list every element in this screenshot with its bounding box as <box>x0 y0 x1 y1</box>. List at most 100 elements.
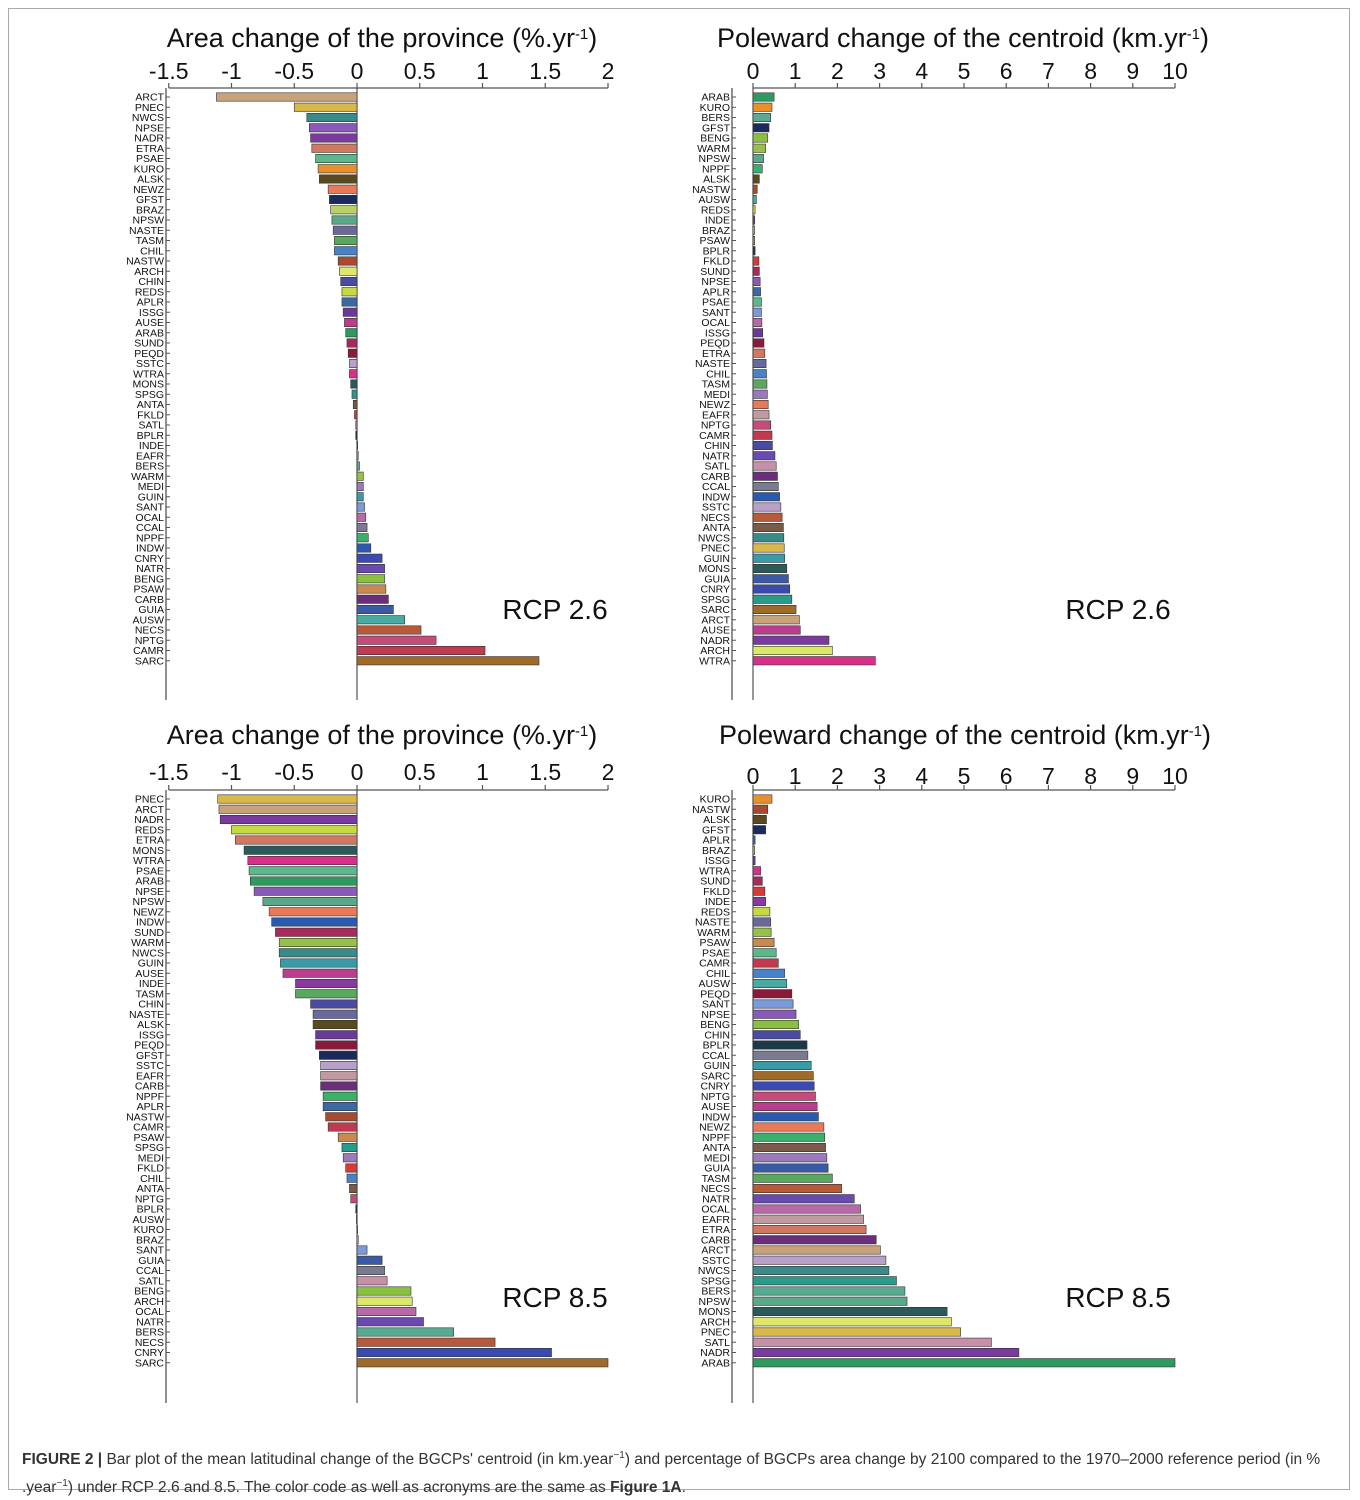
bar-warm <box>752 927 772 937</box>
bar-medi <box>752 1153 828 1163</box>
bar-braz <box>356 1235 359 1245</box>
bar-mons <box>752 1307 948 1317</box>
bar-guia <box>356 604 394 614</box>
bar-newz <box>327 184 358 194</box>
bar-satl <box>356 1276 388 1286</box>
category-label: PNEC <box>135 102 165 114</box>
bar-arab <box>752 92 775 102</box>
category-label: CHIL <box>140 245 164 257</box>
bar-sund <box>346 338 358 348</box>
bar-cnry <box>356 1348 552 1358</box>
bar-anta <box>349 1184 358 1194</box>
category-label: GUIN <box>704 553 730 565</box>
bar-cnry <box>356 553 383 563</box>
bar-chil <box>346 1173 358 1183</box>
bar-issg <box>315 1030 358 1040</box>
bar-sant <box>752 307 762 317</box>
category-label: ARCH <box>700 645 730 657</box>
bar-issg <box>752 855 756 865</box>
bar-npsw <box>331 215 358 225</box>
category-label: BPLR <box>137 430 165 442</box>
bar-kuro <box>752 794 773 804</box>
category-label: SARC <box>135 655 165 667</box>
x-tick-label: 0 <box>747 58 760 84</box>
bar-nppf <box>356 533 369 543</box>
category-label: PSAW <box>133 1132 164 1144</box>
category-label: ARAB <box>135 327 164 339</box>
bar-nppf <box>752 1132 826 1142</box>
bar-pnec <box>293 102 358 112</box>
category-label: NPPF <box>136 532 164 544</box>
bar-nadr <box>752 635 830 645</box>
category-label: WARM <box>697 927 730 939</box>
bar-eafr <box>320 1071 358 1081</box>
category-label: NADR <box>700 635 730 647</box>
bar-camr <box>752 430 773 440</box>
bar-indw <box>752 492 780 502</box>
bar-gfst <box>319 1050 358 1060</box>
x-tick-label: 4 <box>915 58 928 84</box>
bar-reds <box>752 205 756 215</box>
category-label: NPTG <box>135 1193 164 1205</box>
bar-gfst <box>752 825 766 835</box>
category-label: BPLR <box>703 245 731 257</box>
chart-title: Poleward change of the centroid (km.yr-1… <box>717 23 1209 53</box>
x-tick-label: -1 <box>221 759 241 785</box>
bar-medi <box>342 1153 358 1163</box>
category-label: CNRY <box>134 1347 164 1359</box>
bar-mons <box>350 379 358 389</box>
category-label: MONS <box>133 379 165 391</box>
bar-spsg <box>341 1143 358 1153</box>
category-label: CAMR <box>699 430 730 442</box>
category-label: CHIL <box>140 1173 164 1185</box>
category-label: CARB <box>701 1234 730 1246</box>
bar-arab <box>250 876 358 886</box>
category-label: GFST <box>702 824 731 836</box>
x-tick-label: 10 <box>1162 58 1188 84</box>
bar-newz <box>752 1122 825 1132</box>
bar-satl <box>355 420 358 430</box>
panel-area-rcp85: Area change of the province (%.yr-1) -1.5… <box>126 720 614 1403</box>
bar-warm <box>356 471 364 481</box>
bar-tasm <box>752 1173 833 1183</box>
bar-carb <box>752 1235 877 1245</box>
bar-sund <box>752 266 760 276</box>
category-label: PNEC <box>135 794 165 806</box>
category-label: PNEC <box>701 1327 731 1339</box>
bar-bers <box>356 461 360 471</box>
category-label: SANT <box>702 307 731 319</box>
bar-aplr <box>752 287 761 297</box>
bar-arab <box>752 1358 1176 1368</box>
category-label: BENG <box>134 573 164 585</box>
bar-npsw <box>752 1296 908 1306</box>
bar-necs <box>356 1337 496 1347</box>
category-label: INDE <box>139 978 164 990</box>
bar-sstc <box>349 358 358 368</box>
chart-title: Area change of the province (%.yr-1) <box>167 720 598 750</box>
x-tick-label: 1.5 <box>529 759 561 785</box>
bar-sarc <box>752 1071 814 1081</box>
category-label: APLR <box>703 835 731 847</box>
category-label: CNRY <box>700 1081 730 1093</box>
bar-wtra <box>752 656 876 666</box>
bar-nastw <box>752 184 758 194</box>
category-label: SATL <box>139 1275 165 1287</box>
category-label: AUSW <box>699 978 731 990</box>
rcp-label: RCP 8.5 <box>1065 1282 1170 1313</box>
bar-bers <box>752 1286 906 1296</box>
bar-camr <box>356 645 486 655</box>
bar-naste <box>312 1009 358 1019</box>
bar-medi <box>752 389 768 399</box>
category-label: SPSG <box>135 389 164 401</box>
bar-chin <box>752 440 773 450</box>
category-label: NADR <box>700 1347 730 1359</box>
bar-nastw <box>325 1112 358 1122</box>
category-label: PSAW <box>133 584 164 596</box>
category-label: INDW <box>136 543 164 555</box>
category-label: BERS <box>135 461 164 473</box>
category-label: OCAL <box>701 1204 730 1216</box>
x-tick-label: 0 <box>351 58 364 84</box>
category-label: NEWZ <box>699 1122 730 1134</box>
category-label: PEQD <box>700 988 730 1000</box>
category-label: NECS <box>135 1337 164 1349</box>
